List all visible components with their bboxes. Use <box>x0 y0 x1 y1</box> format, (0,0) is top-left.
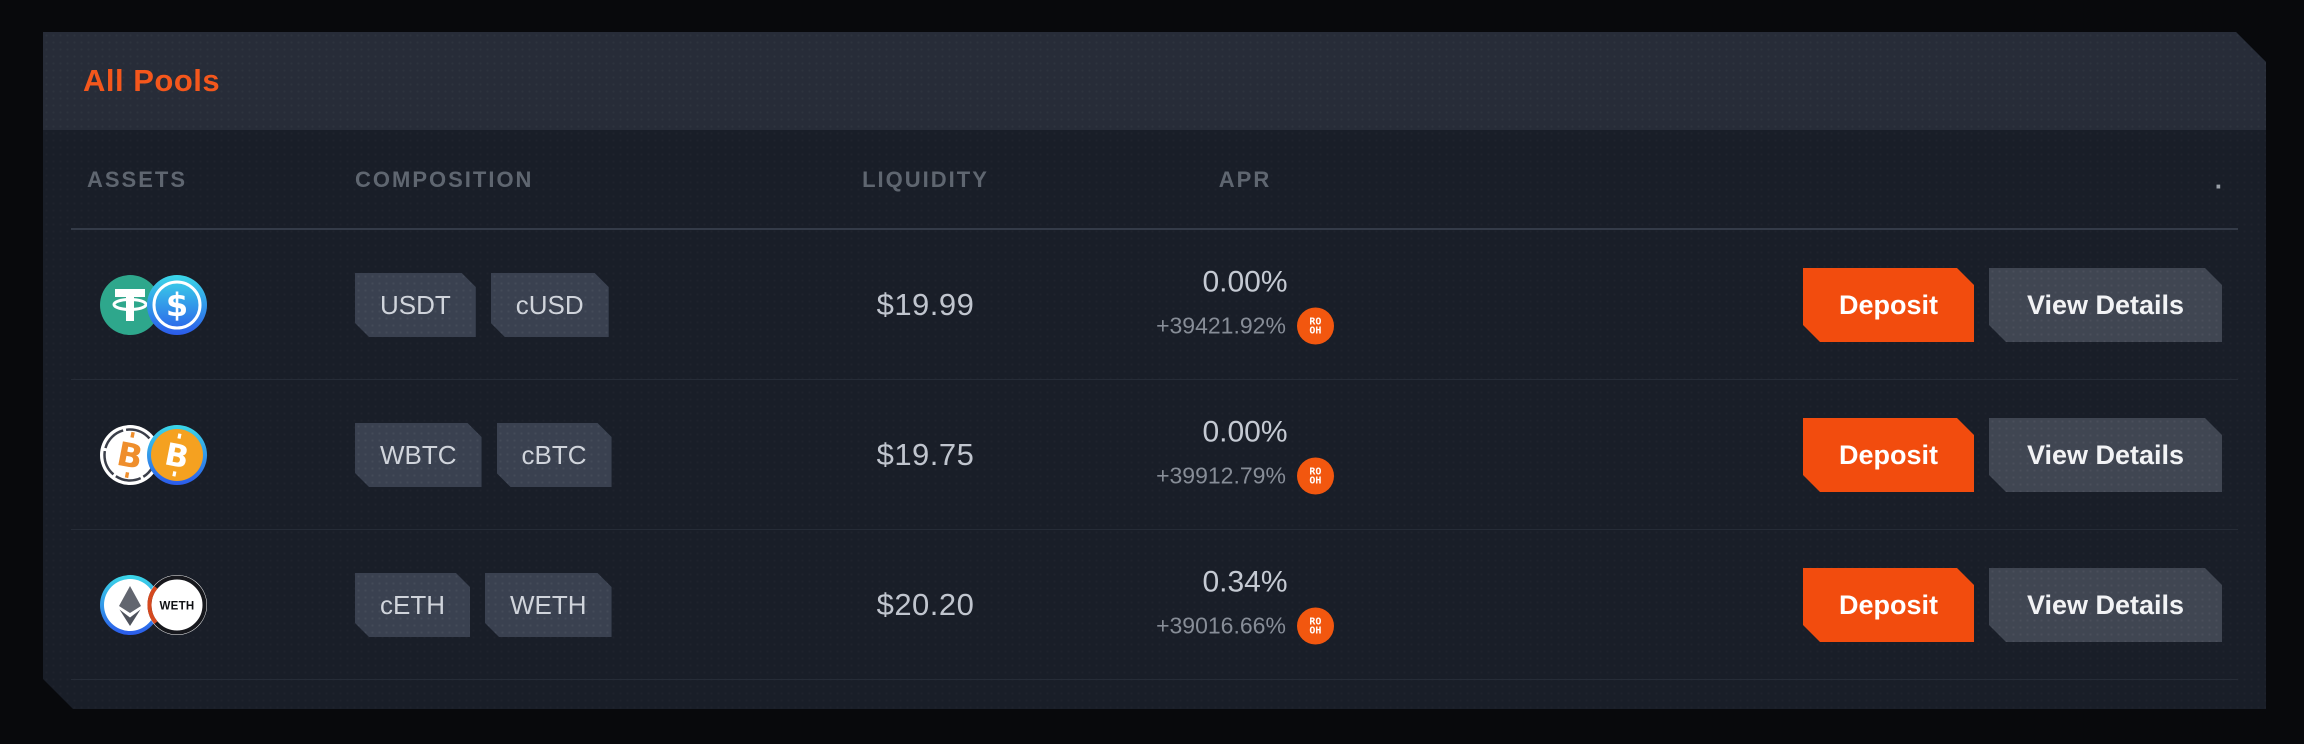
column-header-apr: APR <box>1218 167 1272 192</box>
deposit-button[interactable]: Deposit <box>1803 418 1974 492</box>
cusd-icon: $ <box>147 275 207 335</box>
page-title: All Pools <box>83 63 221 98</box>
composition-badges: USDT cUSD <box>355 273 609 337</box>
svg-text:$: $ <box>166 286 188 324</box>
composition-badges: WBTC cBTC <box>355 423 612 487</box>
token-badge: USDT <box>355 273 476 337</box>
pool-row-ceth-weth: WETH cETH WETH $20.20 0.34% +39016.66% R… <box>43 530 2266 680</box>
liquidity-value: $19.75 <box>876 437 975 472</box>
deposit-button[interactable]: Deposit <box>1803 268 1974 342</box>
rooch-boost-icon: RO OH <box>1297 308 1334 345</box>
view-details-button[interactable]: View Details <box>1989 268 2222 342</box>
row-actions: Deposit View Details <box>1803 418 2222 492</box>
composition-badges: cETH WETH <box>355 573 612 637</box>
asset-icons: $ <box>100 275 207 335</box>
token-badge: cUSD <box>491 273 609 337</box>
asset-icons: B B <box>100 425 207 485</box>
token-badge: WETH <box>485 573 612 637</box>
ceth-icon <box>100 575 160 635</box>
liquidity-value: $20.20 <box>876 587 975 622</box>
pool-row-usdt-cusd: $ USDT cUSD $19.99 0.00% +39421.92% RO O… <box>43 230 2266 380</box>
deposit-button[interactable]: Deposit <box>1803 568 1974 642</box>
all-pools-card: All Pools ASSETS COMPOSITION LIQUIDITY A… <box>43 32 2266 709</box>
rooch-boost-icon: RO OH <box>1297 458 1334 495</box>
liquidity-value: $19.99 <box>876 287 975 322</box>
apr-value: 0.00% <box>1202 415 1288 449</box>
column-header-composition: COMPOSITION <box>355 167 534 192</box>
column-header-extra-dot: . <box>2214 164 2222 195</box>
apr-value: 0.34% <box>1202 565 1288 599</box>
token-badge: cETH <box>355 573 470 637</box>
table-header-row: ASSETS COMPOSITION LIQUIDITY APR . <box>43 130 2266 230</box>
row-actions: Deposit View Details <box>1803 568 2222 642</box>
asset-icons: WETH <box>100 575 207 635</box>
apr-cell: 0.00% +39421.92% RO OH <box>1100 266 1390 345</box>
card-header: All Pools <box>43 32 2266 130</box>
token-badge: WBTC <box>355 423 482 487</box>
usdt-icon <box>100 275 160 335</box>
apr-boost-value: +39912.79% <box>1156 462 1286 489</box>
apr-boost-value: +39421.92% <box>1156 312 1286 339</box>
apr-cell: 0.00% +39912.79% RO OH <box>1100 416 1390 495</box>
token-badge: cBTC <box>497 423 612 487</box>
view-details-button[interactable]: View Details <box>1989 418 2222 492</box>
pool-row-wbtc-cbtc: B B WBTC <box>43 380 2266 530</box>
weth-icon: WETH <box>147 575 207 635</box>
view-details-button[interactable]: View Details <box>1989 568 2222 642</box>
wbtc-icon: B <box>100 425 160 485</box>
apr-boost-value: +39016.66% <box>1156 612 1286 639</box>
apr-value: 0.00% <box>1202 265 1288 299</box>
column-header-liquidity: LIQUIDITY <box>862 167 989 192</box>
cbtc-icon: B <box>147 425 207 485</box>
rooch-boost-icon: RO OH <box>1297 608 1334 645</box>
row-actions: Deposit View Details <box>1803 268 2222 342</box>
apr-cell: 0.34% +39016.66% RO OH <box>1100 566 1390 645</box>
svg-text:WETH: WETH <box>159 601 194 613</box>
column-header-assets: ASSETS <box>87 167 188 192</box>
